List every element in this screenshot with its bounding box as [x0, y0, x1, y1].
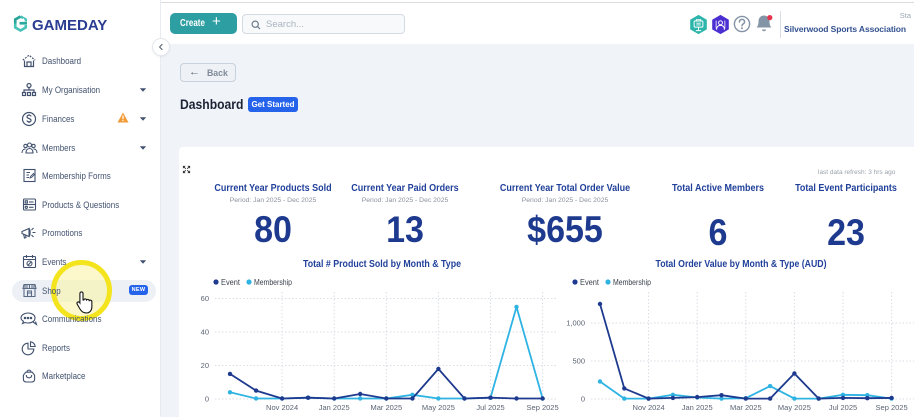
- svg-text:Sep 2025: Sep 2025: [876, 403, 908, 412]
- svg-text:Jul 2025: Jul 2025: [829, 403, 857, 412]
- svg-text:May 2025: May 2025: [422, 403, 455, 412]
- svg-text:60: 60: [201, 294, 209, 303]
- svg-text:Total Order Value by Month & T: Total Order Value by Month & Type (AUD): [656, 258, 827, 270]
- svg-text:Mar 2025: Mar 2025: [730, 403, 762, 412]
- svg-text:1,000: 1,000: [566, 319, 585, 328]
- svg-text:Jan 2025: Jan 2025: [319, 403, 350, 412]
- svg-text:Event: Event: [221, 277, 241, 287]
- svg-text:0: 0: [205, 395, 209, 404]
- svg-text:Event: Event: [580, 277, 600, 287]
- svg-text:Sep 2025: Sep 2025: [527, 403, 559, 412]
- svg-text:Nov 2024: Nov 2024: [633, 403, 665, 412]
- svg-text:0: 0: [581, 395, 585, 404]
- svg-text:May 2025: May 2025: [778, 403, 811, 412]
- svg-text:Nov 2024: Nov 2024: [266, 403, 298, 412]
- svg-text:Jan 2025: Jan 2025: [682, 403, 713, 412]
- svg-text:Membership: Membership: [254, 277, 292, 287]
- svg-text:40: 40: [201, 328, 209, 337]
- svg-text:Total # Product Sold by Month: Total # Product Sold by Month & Type: [303, 258, 461, 270]
- svg-text:20: 20: [201, 361, 209, 370]
- svg-text:Membership: Membership: [613, 277, 651, 287]
- svg-text:500: 500: [572, 357, 585, 366]
- svg-text:Mar 2025: Mar 2025: [370, 403, 402, 412]
- svg-text:Jul 2025: Jul 2025: [476, 403, 504, 412]
